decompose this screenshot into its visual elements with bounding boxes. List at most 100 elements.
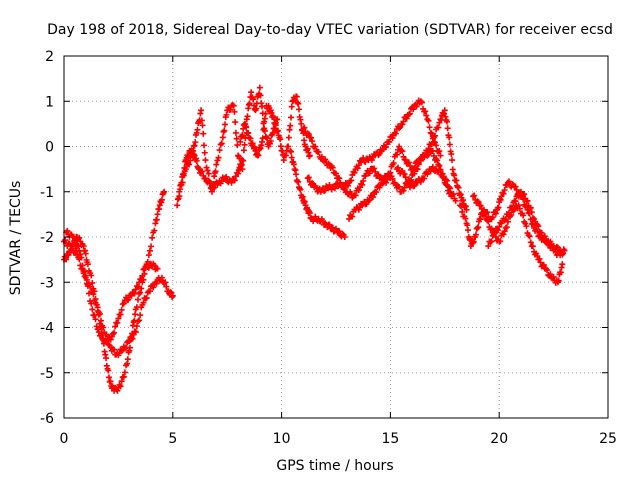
data-point: [390, 160, 397, 167]
data-point: [379, 180, 386, 187]
data-point: [88, 300, 95, 307]
data-point: [516, 205, 523, 212]
data-point: [435, 124, 442, 131]
data-point: [212, 168, 219, 175]
data-point: [236, 155, 243, 162]
data-point: [348, 177, 355, 184]
data-point: [527, 239, 534, 246]
data-point: [163, 283, 170, 290]
data-point: [322, 156, 329, 163]
series-track-d: [174, 147, 246, 209]
data-point: [270, 114, 277, 121]
data-point: [293, 93, 300, 100]
data-point: [526, 233, 533, 240]
data-point: [306, 152, 313, 159]
x-tick-label: 25: [599, 431, 617, 447]
data-point: [216, 147, 223, 154]
data-point: [223, 173, 230, 180]
data-point: [544, 267, 551, 274]
data-point: [222, 121, 229, 128]
data-point: [134, 296, 141, 303]
data-point: [312, 143, 319, 150]
y-tick-label: -1: [40, 185, 54, 201]
data-point: [524, 197, 531, 204]
data-point: [463, 206, 470, 213]
data-point: [70, 234, 77, 241]
data-point: [92, 296, 99, 303]
data-point: [232, 129, 239, 136]
data-point: [446, 141, 453, 148]
data-point: [307, 134, 314, 141]
data-point: [331, 185, 338, 192]
data-point: [217, 141, 224, 148]
data-point: [482, 211, 489, 218]
x-axis-label: GPS time / hours: [276, 458, 393, 474]
data-point: [148, 243, 155, 250]
data-point: [561, 247, 568, 254]
data-point: [422, 108, 429, 115]
data-point: [418, 99, 425, 106]
data-point: [125, 296, 132, 303]
data-point: [318, 153, 325, 160]
data-point: [432, 139, 439, 146]
data-point: [529, 243, 536, 250]
data-point: [515, 202, 522, 209]
data-point: [444, 125, 451, 132]
data-point: [76, 247, 83, 254]
data-point: [89, 306, 96, 313]
data-point: [138, 276, 145, 283]
data-point: [501, 187, 508, 194]
data-point: [89, 279, 96, 286]
data-point: [341, 234, 348, 240]
data-point: [447, 185, 454, 192]
data-point: [239, 132, 246, 139]
data-point: [131, 317, 138, 324]
data-point: [501, 217, 508, 224]
data-point: [234, 142, 241, 149]
data-point: [219, 134, 226, 141]
data-point: [523, 223, 530, 230]
data-point: [301, 124, 308, 131]
x-tick-label: 0: [60, 431, 69, 447]
data-point: [448, 151, 455, 158]
data-point: [415, 161, 422, 168]
data-point: [118, 306, 125, 313]
data-point: [221, 127, 228, 134]
data-point: [140, 299, 147, 306]
data-point: [82, 250, 89, 257]
data-point: [363, 200, 370, 207]
data-point: [253, 105, 260, 112]
data-point: [202, 175, 209, 182]
data-point: [161, 188, 168, 195]
data-point: [395, 164, 402, 171]
data-point: [272, 122, 279, 129]
data-point: [484, 217, 491, 224]
data-point: [151, 227, 158, 234]
data-point: [512, 183, 519, 190]
data-point: [154, 265, 161, 272]
data-point: [433, 142, 440, 149]
data-point: [82, 274, 89, 281]
data-point: [355, 162, 362, 169]
data-point: [158, 196, 165, 203]
data-point: [158, 274, 165, 281]
data-point: [187, 157, 194, 164]
x-tick-label: 20: [490, 431, 508, 447]
data-point: [201, 149, 208, 156]
data-point: [422, 152, 429, 159]
data-point: [153, 216, 160, 223]
data-point: [500, 231, 507, 238]
data-point: [298, 120, 305, 127]
series-track-k: [393, 163, 459, 204]
data-point: [475, 224, 482, 231]
data-point: [233, 135, 240, 142]
data-point: [78, 254, 85, 261]
data-point: [443, 118, 450, 125]
data-point: [150, 284, 157, 291]
data-point: [471, 192, 478, 199]
data-point: [86, 290, 93, 297]
data-point: [193, 157, 200, 164]
data-point: [93, 323, 100, 330]
data-point: [240, 157, 247, 164]
data-point: [411, 170, 418, 177]
